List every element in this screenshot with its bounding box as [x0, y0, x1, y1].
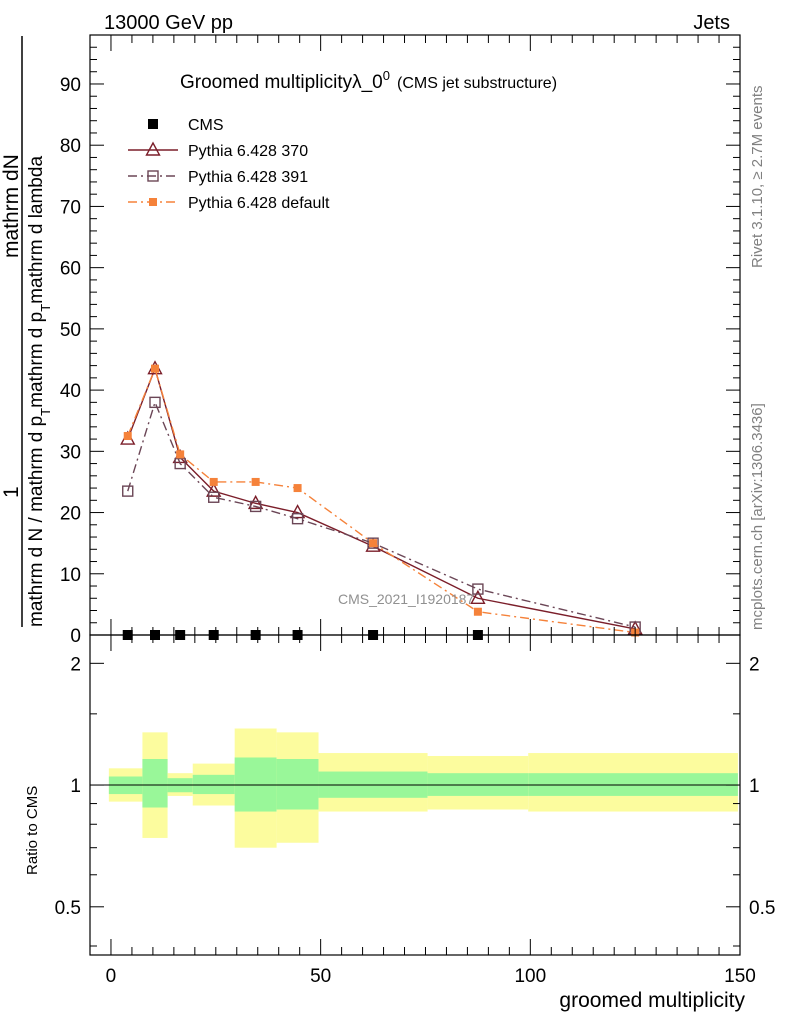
series-3-point-4 [251, 477, 260, 486]
ratio-frame [89, 634, 741, 956]
legend-label-0: CMS [188, 117, 224, 134]
ylabel-numerator-lead: 1 [0, 486, 23, 498]
main-ytick-label-2: 20 [60, 504, 81, 525]
ratio-ytick-label-right-0: 0.5 [749, 898, 775, 919]
series-line-2 [127, 400, 636, 628]
legend-label-2: Pythia 6.428 391 [188, 169, 308, 186]
ylabel-denominator: mathrm d N / mathrm d pTmathrm d pTmathr… [26, 156, 53, 627]
chart-subtitle: (CMS jet substructure) [397, 75, 557, 92]
ratio-ytick-label-right-1: 1 [749, 776, 760, 797]
ratio-inner-band-5 [276, 758, 319, 810]
chart-title-main: Groomed multiplicityλ_0 [180, 72, 383, 93]
header-left: 13000 GeV pp [104, 12, 233, 34]
main-ytick-label-6: 60 [60, 259, 81, 280]
legend-marker-0 [148, 119, 158, 129]
series-2-point-7 [472, 583, 484, 595]
series-3-point-2 [176, 450, 185, 459]
ratio-ytick-label-left-1: 1 [70, 776, 81, 797]
legend-marker-1 [145, 141, 161, 156]
series-2-point-2 [174, 457, 186, 470]
series-3-point-6 [369, 539, 378, 548]
series-3-point-1 [151, 364, 159, 373]
legend-marker-2 [147, 170, 159, 182]
main-ytick-label-0: 0 [70, 626, 81, 647]
ratio-xtick-label-0: 0 [106, 966, 117, 987]
series-1-point-4 [247, 494, 264, 510]
main-ytick-label-8: 80 [60, 136, 81, 157]
ratio-xtick-label-150: 150 [724, 966, 756, 987]
series-2-point-4 [249, 500, 262, 513]
main-ytick-label-4: 40 [60, 381, 81, 402]
ratio-ylabel: Ratio to CMS [24, 786, 41, 875]
series-2 [122, 396, 641, 633]
ratio-xtick-label-100: 100 [514, 966, 546, 987]
series-2-point-5 [291, 512, 304, 525]
series-3-point-0 [123, 432, 132, 441]
series-1-point-5 [289, 504, 306, 519]
series-3-point-7 [473, 607, 482, 616]
main-ytick-label-5: 50 [60, 320, 81, 341]
analysis-watermark: CMS_2021_I1920187 [338, 591, 474, 607]
ylabel-subscript-2: T [38, 304, 53, 312]
ylabel-subscript-1: T [38, 408, 53, 416]
ratio-inner-band-4 [234, 757, 277, 812]
ratio-ytick-label-left-0: 0.5 [55, 898, 81, 919]
main-panel: 0 10 20 30 40 50 60 70 80 90 [60, 34, 741, 647]
ratio-inner-band-7 [427, 773, 529, 796]
ratio-panel: 0.5 0.5 1 1 2 2 0 50 100 150 [55, 634, 775, 987]
mcplots-label: mcplots.cern.ch [arXiv:1306.3436] [749, 403, 766, 630]
ylabel-numerator: mathrm dN [0, 154, 23, 258]
series-3-point-5 [293, 484, 302, 493]
main-ytick-label-1: 10 [60, 565, 81, 586]
series-1-point-3 [206, 482, 222, 497]
ylabel-denominator-mid: mathrm d lambda [26, 156, 47, 304]
legend-label-1: Pythia 6.428 370 [188, 143, 308, 160]
ratio-inner-band-8 [528, 773, 738, 796]
legend-marker-3 [149, 198, 157, 206]
x-axis-label: groomed multiplicity [559, 989, 745, 1012]
ratio-xtick-label-50: 50 [310, 966, 331, 987]
ylabel-denominator-tail: mathrm d p [26, 312, 47, 408]
ratio-ytick-label-right-2: 2 [749, 654, 760, 675]
series-1-point-7 [470, 589, 486, 604]
series-2-point-0 [122, 485, 134, 497]
ratio-inner-band-3 [192, 774, 235, 795]
chart-title-sup: 0 [383, 68, 390, 83]
chart-title: Groomed multiplicityλ_00 (CMS jet substru… [180, 68, 557, 93]
rivet-label: Rivet 3.1.10, ≥ 2.7M events [749, 86, 766, 269]
ratio-ytick-label-left-2: 2 [70, 654, 81, 675]
series-3-point-3 [209, 477, 218, 486]
header-right: Jets [693, 12, 730, 34]
ratio-inner-band-1 [142, 758, 168, 808]
main-ytick-label-7: 70 [60, 197, 81, 218]
legend: CMS Pythia 6.428 370 Pythia 6.428 391 Pythi… [128, 117, 330, 212]
legend-label-3: Pythia 6.428 default [188, 195, 330, 212]
ylabel-denominator-main: mathrm d N / mathrm d p [26, 416, 47, 627]
main-ytick-label-3: 30 [60, 442, 81, 463]
series-2-point-3 [208, 491, 220, 503]
series-2-point-1 [149, 396, 161, 409]
series-2-point-6 [367, 537, 379, 549]
main-ytick-label-9: 90 [60, 75, 81, 96]
series-line-1 [127, 366, 636, 630]
main-ylabel: 1 mathrm dN mathrm d N / mathrm d pTmath… [0, 36, 53, 627]
